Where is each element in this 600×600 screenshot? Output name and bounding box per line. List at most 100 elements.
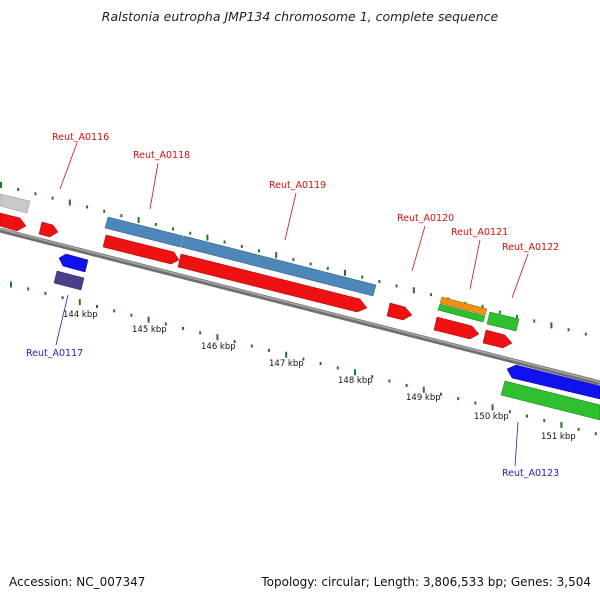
tick-mark [577, 427, 580, 431]
gene-light-blue[interactable] [104, 216, 184, 248]
tick-mark [27, 287, 30, 291]
gene-label: Reut_A0123 [502, 468, 559, 479]
tick-mark [268, 348, 270, 352]
tick-mark [206, 234, 209, 241]
label-leaders-reverse [55, 294, 519, 467]
gene-label: Reut_A0116 [52, 132, 109, 143]
tick-mark [567, 328, 570, 332]
topology-summary: Topology: circular; Length: 3,806,533 bp… [261, 575, 591, 589]
scale-label: 146 kbp [201, 342, 236, 352]
map-title: Ralstonia eutropha JMP134 chromosome 1, … [101, 9, 499, 24]
cds-arrow[interactable] [433, 316, 480, 340]
tick-mark [96, 304, 98, 308]
gene-label: Reut_A0120 [397, 213, 454, 224]
tick-mark [336, 366, 339, 370]
tick-mark [292, 258, 295, 262]
tick-mark [543, 419, 546, 423]
tick-mark [516, 315, 518, 319]
gene-label: Reut_A0117 [26, 348, 83, 359]
tick-mark [233, 340, 236, 344]
tick-mark [147, 316, 150, 323]
gene-purple[interactable] [53, 270, 85, 291]
tick-mark [326, 266, 329, 270]
cds-arrow[interactable] [102, 234, 180, 265]
scale-label: 149 kbp [406, 393, 441, 403]
gene-label: Reut_A0119 [269, 180, 326, 191]
tick-mark [86, 205, 88, 209]
tick-mark [61, 296, 64, 300]
tick-mark [10, 281, 12, 288]
label-leaders [59, 142, 529, 299]
tick-mark [395, 284, 398, 288]
tick-mark [130, 313, 133, 317]
tick-mark [275, 252, 278, 259]
tick-mark [250, 344, 253, 348]
tick-mark [361, 275, 364, 279]
tick-mark [103, 209, 106, 213]
tick-mark [405, 383, 408, 387]
tick-mark [560, 421, 563, 428]
tick-mark [172, 227, 174, 231]
tick-mark [508, 410, 511, 414]
inner-tick-track [10, 281, 597, 436]
tick-mark [319, 361, 322, 365]
tick-mark [430, 293, 432, 297]
tick-mark [17, 187, 20, 191]
cds-arrow[interactable] [386, 302, 413, 321]
tick-mark [0, 182, 2, 188]
gene-light-blue[interactable] [180, 235, 377, 297]
cds-arrow[interactable] [38, 221, 59, 238]
tick-mark [182, 326, 184, 330]
tick-mark [34, 192, 37, 196]
tick-mark [526, 414, 528, 418]
tick-mark [164, 322, 167, 326]
tick-mark [44, 291, 47, 295]
tick-mark [258, 249, 260, 253]
tick-mark [113, 309, 116, 313]
accession-text: Accession: NC_007347 [9, 575, 146, 589]
tick-mark [51, 196, 54, 200]
tick-mark [68, 199, 71, 206]
scale-label: 144 kbp [63, 310, 98, 320]
tick-mark [422, 386, 425, 393]
tick-mark [120, 214, 123, 218]
tick-mark [388, 379, 391, 383]
genome-backbone [0, 227, 600, 386]
gene-green[interactable] [500, 380, 600, 421]
tick-mark [216, 334, 219, 341]
tick-mark [189, 231, 192, 235]
cds-arrow[interactable] [482, 329, 513, 349]
tick-mark [309, 262, 312, 266]
tick-mark [354, 369, 356, 376]
tick-mark [412, 287, 415, 294]
tick-mark [533, 319, 536, 323]
tick-mark [344, 269, 346, 276]
gene-green[interactable] [437, 303, 486, 323]
tick-mark [302, 357, 305, 361]
tick-mark [474, 401, 477, 405]
scale-label: 147 kbp [269, 359, 304, 369]
tick-mark [378, 279, 381, 283]
gene-gray[interactable] [0, 193, 31, 214]
tick-mark [491, 404, 494, 411]
cds-arrow[interactable] [177, 253, 368, 313]
cds-arrow[interactable] [0, 212, 27, 232]
tick-mark [240, 244, 243, 248]
tick-mark [199, 331, 202, 335]
scale-label: 148 kbp [338, 376, 373, 386]
gene-blue-reverse[interactable] [58, 253, 89, 273]
gene-label: Reut_A0122 [502, 242, 559, 253]
tick-mark [584, 332, 587, 336]
tick-mark [223, 240, 226, 244]
scale-label: 145 kbp [132, 325, 167, 335]
scale-label: 151 kbp [541, 432, 576, 442]
tick-mark [371, 375, 374, 379]
gene-green[interactable] [486, 311, 520, 332]
tick-mark [457, 397, 460, 401]
tick-mark [440, 392, 442, 396]
gene-orange[interactable] [439, 296, 488, 316]
gene-blue-reverse[interactable] [506, 364, 600, 400]
tick-mark [594, 432, 597, 436]
scale-label: 150 kbp [474, 412, 509, 422]
